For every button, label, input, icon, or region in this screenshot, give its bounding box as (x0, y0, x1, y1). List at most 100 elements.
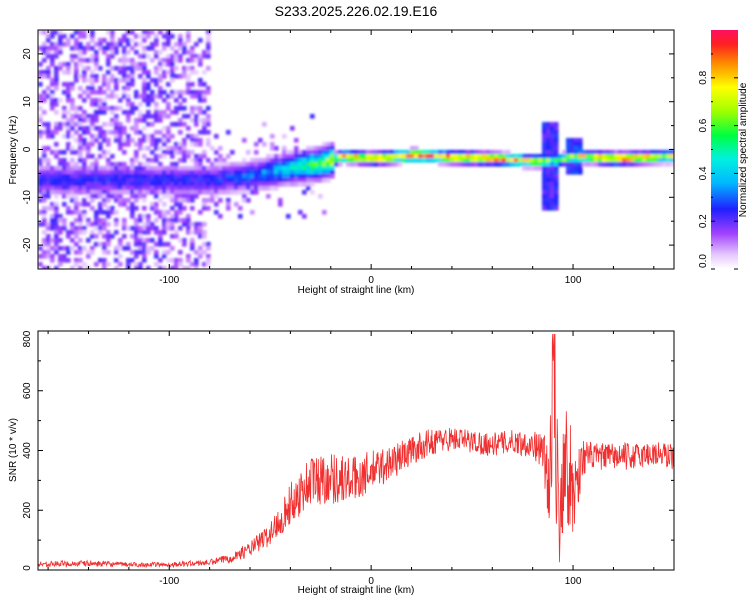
spectrogram-cell (178, 210, 183, 215)
spectrogram-cell (78, 146, 83, 151)
spectrogram-cell (302, 174, 307, 179)
spectrogram-cell (130, 234, 135, 239)
spectrogram-cell (242, 178, 247, 183)
spectrogram-cell (158, 182, 163, 187)
spectrogram-cell (38, 74, 43, 79)
spectrogram-cell (270, 178, 275, 183)
spectrogram-cell (126, 118, 131, 123)
spectrogram-cell (642, 154, 647, 159)
spectrogram-cell (110, 186, 115, 191)
spectrogram-cell (126, 114, 131, 119)
spectrogram-cell (138, 266, 143, 269)
snr-ytick-label: 0 (22, 565, 33, 571)
spectrogram-cell (146, 190, 151, 195)
spectrogram-cell (202, 94, 207, 99)
spectrogram-cell (154, 42, 159, 47)
spectrogram-cell (142, 94, 147, 99)
spectrogram-cell (302, 166, 307, 171)
spectrogram-cell (122, 110, 127, 115)
spectrogram-cell (50, 206, 55, 211)
spectrogram-cell (186, 134, 191, 139)
spectrogram-cell (102, 250, 107, 255)
spectrogram-cell (618, 154, 623, 159)
spectrogram-cell (194, 114, 199, 119)
spectrogram-cell (202, 242, 207, 247)
spectrogram-cell (114, 210, 119, 215)
spectrogram-cell (406, 158, 411, 163)
spectrogram-cell (62, 170, 67, 175)
spectrogram-cell (90, 174, 95, 179)
snr-ytick-label: 600 (22, 382, 33, 399)
spectrogram-cell (170, 94, 175, 99)
spectrogram-cell (374, 158, 379, 163)
spectrogram-cell (166, 242, 171, 247)
spectrogram-cell (54, 266, 59, 269)
spectrogram-cell (174, 258, 179, 263)
spectrogram-cell (334, 158, 339, 163)
spectrogram-cell (294, 182, 299, 187)
spectrogram-cell (66, 206, 71, 211)
spectrogram-cell (62, 34, 67, 39)
spectrogram-cell (442, 158, 447, 163)
spectrogram-cell (266, 170, 271, 175)
spectrogram-cell (62, 70, 67, 75)
spectrogram-cell (206, 158, 211, 163)
spectrogram-cell (262, 186, 267, 191)
spectrogram-cell (138, 174, 143, 179)
spectrogram-cell (154, 50, 159, 55)
spectrogram-cell (126, 86, 131, 91)
spectrogram-cell (126, 182, 131, 187)
spectrogram-cell (78, 178, 83, 183)
spectrogram-cell (166, 82, 171, 87)
spectrogram-cell (178, 158, 183, 163)
spectrogram-cell (50, 102, 55, 107)
spectrogram-cell (174, 66, 179, 71)
spectrogram-cell (130, 186, 135, 191)
spectrogram-cell (110, 182, 115, 187)
spectrogram-cell (550, 198, 555, 203)
spectrogram-cell (62, 106, 67, 111)
spectrogram-cell (182, 122, 187, 127)
spectrogram-cell (310, 190, 315, 195)
spectrogram-cell (258, 158, 263, 163)
spectrogram-cell (182, 186, 187, 191)
spectrogram-cell (130, 38, 135, 43)
spectrogram-cell (106, 54, 111, 59)
spectrogram-cell (106, 234, 111, 239)
spectrogram-cell (206, 54, 211, 59)
spectrogram-cell (102, 122, 107, 127)
spectrogram-cell (434, 150, 439, 155)
spectrogram-cell (226, 198, 231, 203)
spectrogram-cell (78, 62, 83, 67)
spectrogram-cell (146, 110, 151, 115)
spectrogram-cell (102, 138, 107, 143)
spectrogram-cell (190, 90, 195, 95)
spectrogram-cell (66, 234, 71, 239)
spectrogram-cell (54, 110, 59, 115)
spectrogram-cell (166, 194, 171, 199)
spectrogram-cell (186, 126, 191, 131)
spectrogram-cell (554, 190, 559, 195)
spectrogram-cell (154, 202, 159, 207)
spectrogram-cell (54, 226, 59, 231)
spectrogram-cell (166, 250, 171, 255)
spectrogram-cell (146, 214, 151, 219)
spectrogram-cell (578, 158, 583, 163)
spectrogram-cell (146, 166, 151, 171)
spectrogram-cell (374, 162, 379, 167)
spectrogram-cell (238, 206, 243, 211)
spectrogram-cell (158, 62, 163, 67)
spectrogram-cell (166, 130, 171, 135)
spectrogram-cell (362, 150, 367, 155)
spectrogram-cell (38, 70, 43, 75)
spectrogram-cell (138, 178, 143, 183)
spectrogram-cell (122, 150, 127, 155)
spectrogram-cell (94, 50, 99, 55)
spectrogram-cell (170, 154, 175, 159)
spectrogram-cell (82, 178, 87, 183)
spectrogram-cell (42, 230, 47, 235)
spectrogram-cell (46, 250, 51, 255)
spectrogram-cell (150, 42, 155, 47)
spectrogram-cell (154, 194, 159, 199)
spectrogram-cell (594, 150, 599, 155)
